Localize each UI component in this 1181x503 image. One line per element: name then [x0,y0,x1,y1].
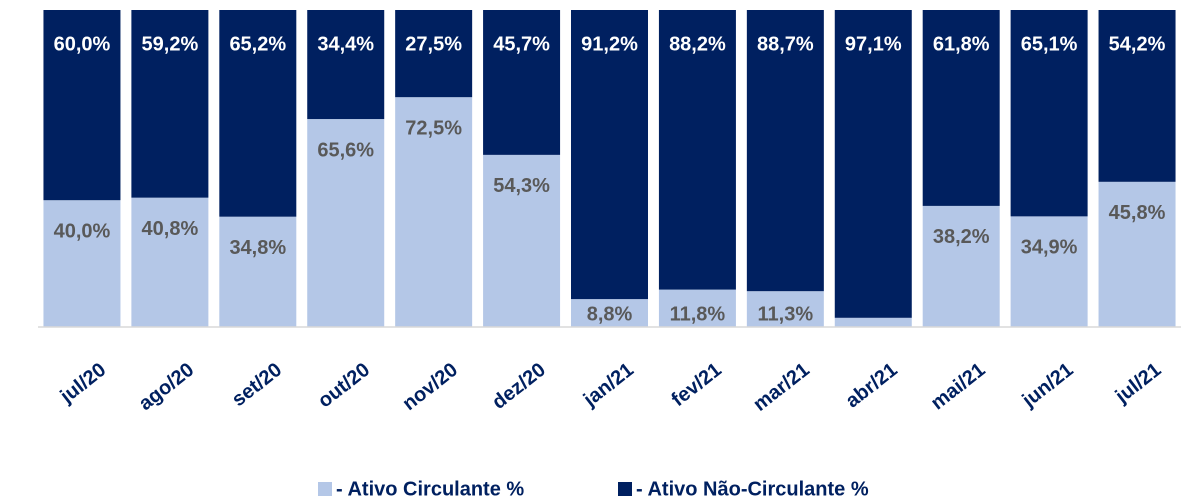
bar-segment [395,10,473,98]
legend-label: - Ativo Circulante % [336,478,524,500]
legend-swatch [618,482,632,496]
bar-segment [746,291,824,327]
x-tick-label: nov/20 [399,359,462,415]
data-label: 97,1% [845,33,902,55]
bar-segment [131,10,209,198]
data-label: 54,3% [493,175,550,197]
bar-segment [922,10,1000,206]
data-label: 65,2% [229,33,286,55]
data-label: 45,7% [493,33,550,55]
data-label: 38,2% [933,226,990,248]
x-tick-label: out/20 [314,359,374,413]
x-tick-label: fev/21 [668,359,726,411]
data-label: 8,8% [587,303,633,325]
data-label: 45,8% [1109,202,1166,224]
bar-segment [658,289,736,327]
data-label: 60,0% [54,33,111,55]
data-label: 65,6% [317,139,374,161]
data-label: 91,2% [581,33,638,55]
bar-segment [922,205,1000,327]
data-label: 27,5% [405,33,462,55]
data-label: 61,8% [933,33,990,55]
legend-swatch [318,482,332,496]
bar-segment [1010,216,1088,327]
bar-segment [571,299,648,327]
bar-segment [483,154,561,327]
data-label: 65,1% [1021,33,1078,55]
bar-segment [1010,10,1088,217]
data-label: 54,2% [1109,33,1166,55]
bar-segment [219,216,297,327]
x-tick-label: ago/20 [135,359,198,415]
bar-segment [307,119,385,327]
x-tick-label: jul/21 [1111,359,1166,408]
bar-segment [571,10,648,300]
data-label: 59,2% [142,33,199,55]
bar-segment [483,10,561,155]
bar-segment [307,10,385,120]
x-tick-label: set/20 [228,359,286,411]
x-tick-label: mar/21 [749,359,813,416]
bar-segment [43,200,121,327]
bar-segment [1098,181,1176,327]
x-tick-label: abr/21 [842,359,902,413]
data-label: 34,9% [1021,237,1078,259]
bar-segment [131,197,209,327]
x-tick-label: jun/21 [1018,359,1078,413]
x-tick-label: mai/21 [927,359,990,415]
x-tick-label: jul/20 [56,359,111,408]
data-label: 34,8% [229,237,286,259]
data-label: 34,4% [317,33,374,55]
bar-segment [834,10,912,318]
data-label: 11,3% [758,303,814,325]
data-label: 88,2% [669,33,726,55]
bar-segment [43,10,121,201]
data-label: 40,8% [142,218,199,240]
bar-segment [395,97,473,327]
bar-segment [834,317,912,327]
data-label: 72,5% [405,117,462,139]
bar-segment [219,10,297,217]
bar-segment [746,10,824,292]
data-label: 40,0% [54,220,111,242]
data-label: 88,7% [757,33,814,55]
x-tick-label: dez/20 [488,359,550,414]
x-tick-label: jan/21 [579,359,638,412]
data-label: 11,8% [670,303,726,325]
bar-segment [1098,10,1176,182]
bar-segment [658,10,736,290]
legend-label: - Ativo Não-Circulante % [636,478,869,500]
